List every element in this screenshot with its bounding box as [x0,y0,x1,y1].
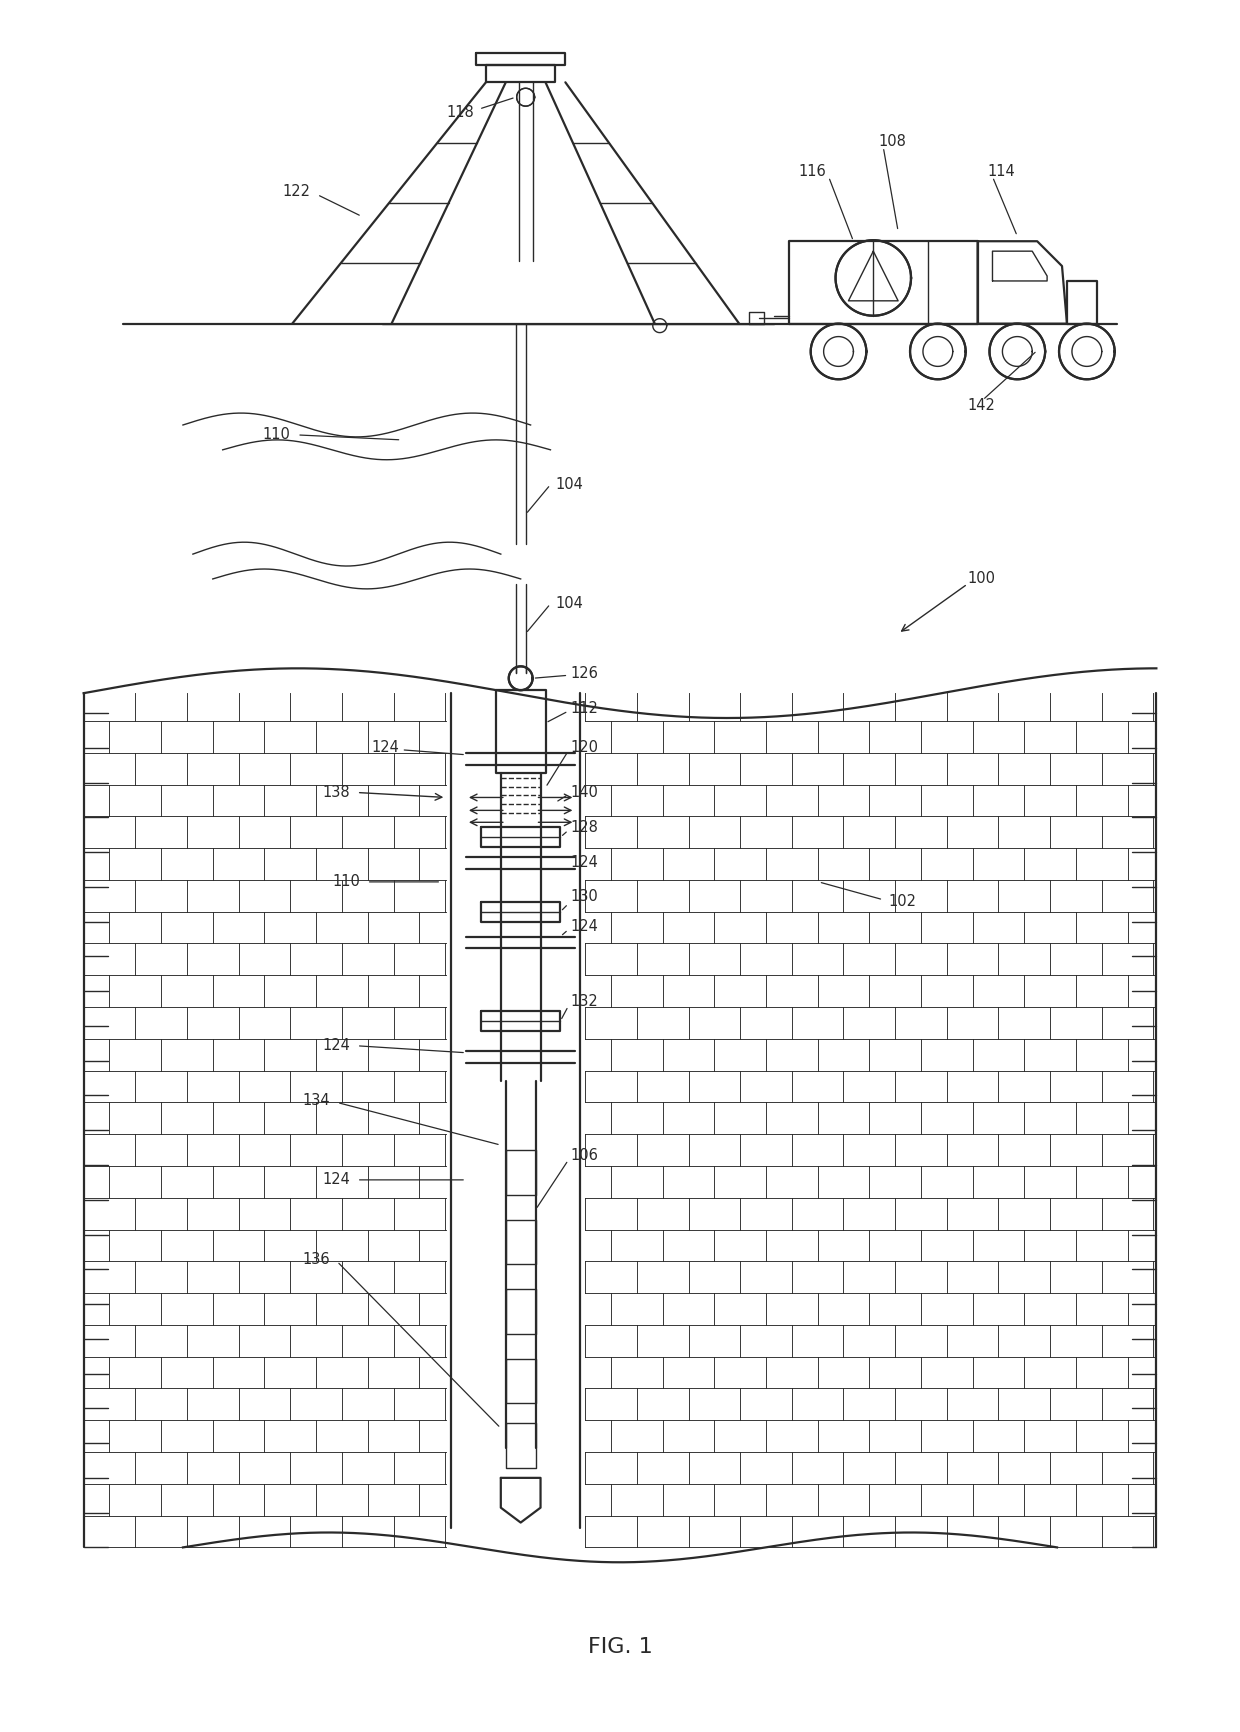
Text: 114: 114 [987,165,1016,178]
Polygon shape [990,324,1045,379]
Text: 124: 124 [322,1037,350,1053]
Polygon shape [910,324,966,379]
Text: 104: 104 [556,476,583,492]
Text: 126: 126 [570,665,598,681]
Text: 106: 106 [570,1148,598,1162]
Text: 100: 100 [967,572,996,587]
Text: 124: 124 [570,920,598,934]
Text: 132: 132 [570,994,598,1008]
Polygon shape [517,88,534,106]
Polygon shape [1059,324,1115,379]
Polygon shape [836,241,911,315]
Polygon shape [652,319,667,333]
Text: 136: 136 [303,1252,330,1266]
Text: 140: 140 [570,785,598,800]
Text: 142: 142 [967,398,996,412]
Text: 116: 116 [799,165,827,178]
Text: 108: 108 [878,135,906,149]
Text: 102: 102 [888,894,916,909]
Text: 122: 122 [283,184,310,199]
Text: 124: 124 [322,1173,350,1188]
Text: 120: 120 [570,740,599,755]
Text: 124: 124 [570,854,598,869]
Text: 104: 104 [556,596,583,611]
Text: 112: 112 [570,700,598,715]
Polygon shape [508,667,533,689]
Text: 138: 138 [322,785,350,800]
Text: 130: 130 [570,889,598,904]
Text: 110: 110 [332,875,360,890]
Text: 128: 128 [570,819,598,835]
Text: 110: 110 [263,428,290,442]
Text: 118: 118 [446,104,474,120]
Text: 124: 124 [372,740,399,755]
Text: FIG. 1: FIG. 1 [588,1637,652,1658]
Text: 134: 134 [303,1093,330,1108]
Polygon shape [811,324,867,379]
